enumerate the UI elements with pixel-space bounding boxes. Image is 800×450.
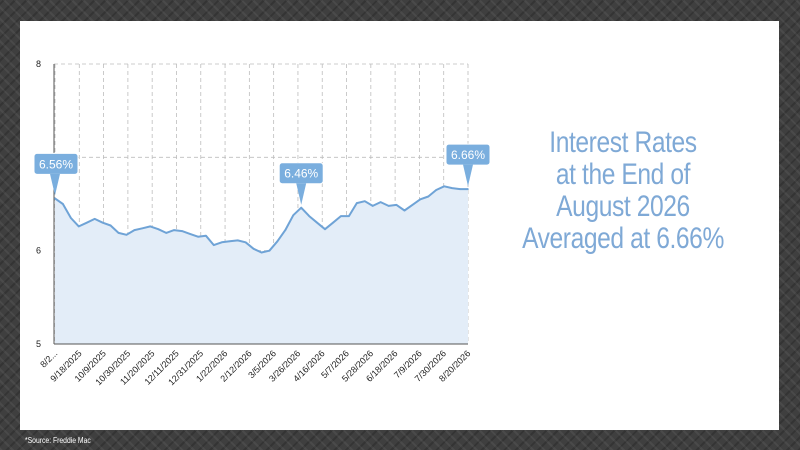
data-point [197,235,199,238]
data-point [435,189,438,191]
data-point [141,227,144,230]
data-point [324,228,326,230]
headline-line-3: August 2026 [556,190,690,223]
data-point [356,202,358,204]
data-point [276,240,279,243]
data-point [363,200,366,202]
data-point [316,221,318,224]
data-point [101,221,104,224]
value-callout: 6.46% [278,162,324,205]
data-point [62,203,64,205]
data-point [236,239,239,242]
data-point [244,241,247,244]
data-point [117,232,120,234]
data-point [157,228,160,230]
data-point [125,234,128,236]
data-point [348,215,350,217]
data-point [411,204,414,206]
data-point [284,229,287,231]
data-point [189,233,191,235]
data-point [149,225,152,228]
data-point [228,240,231,243]
data-point [78,225,80,228]
callout-pointer [296,183,307,205]
chart-callouts: 6.56% 6.46% 6.66% [33,143,491,205]
data-point [70,217,72,219]
value-callout: 6.66% [445,143,491,187]
headline-line-4: Averaged at 6.66% [522,222,724,255]
data-point [387,205,390,207]
headline-line-1: Interest Rates [549,126,697,159]
value-callout: 6.56% [33,152,79,196]
data-point [93,218,96,220]
data-point [213,244,215,246]
y-tick-label: 5 [36,339,41,349]
y-tick-label: 6 [36,246,41,256]
callout-label: 6.46% [284,167,318,181]
data-point [427,195,430,198]
data-point [173,229,175,231]
data-point [133,229,136,231]
callout-label: 6.66% [451,148,485,162]
data-point [451,187,453,189]
headline: Interest Rates at the End of August 2026… [521,127,726,255]
data-point [300,206,303,209]
data-point [332,221,334,224]
data-point [205,234,207,237]
data-point [459,188,461,190]
headline-line-2: at the End of [555,158,691,191]
data-point [252,248,255,250]
data-point [220,241,223,244]
data-point [395,204,398,206]
data-point [165,232,167,234]
data-point [181,230,183,232]
data-point [340,215,342,217]
data-point [403,209,406,212]
data-point [54,197,56,200]
callout-pointer [50,173,60,196]
data-point [85,221,88,224]
data-point [268,249,271,252]
source-note: *Source: Freddie Mac [25,436,91,445]
data-point [419,198,422,201]
data-point [109,224,112,227]
data-point [308,215,310,217]
data-point [443,185,445,188]
callout-label: 6.56% [39,157,73,171]
x-tick-label: 8/2... [38,348,59,369]
data-point [292,214,295,216]
area-fill [55,186,468,344]
data-point [371,205,374,207]
y-tick-label: 8 [36,59,41,69]
data-point [467,188,469,190]
data-point [260,251,263,254]
callout-pointer [463,164,473,187]
data-point [379,201,382,203]
